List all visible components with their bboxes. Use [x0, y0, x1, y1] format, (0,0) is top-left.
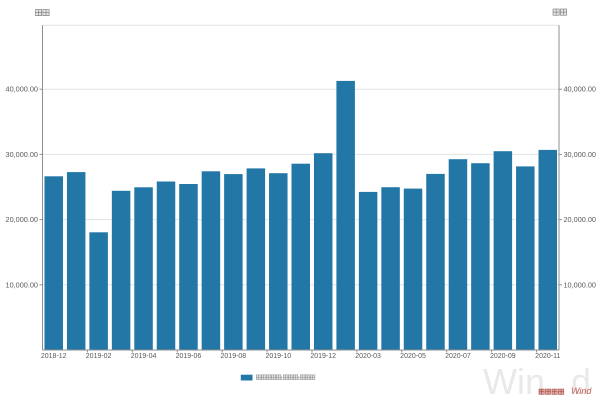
svg-text:2018-12: 2018-12: [41, 353, 67, 360]
svg-text:2020-11: 2020-11: [535, 353, 560, 360]
svg-text:Win: Win: [483, 361, 545, 400]
svg-text:2019-08: 2019-08: [221, 353, 247, 360]
svg-text:10,000.00: 10,000.00: [564, 280, 596, 289]
svg-text:Wind: Wind: [571, 386, 592, 396]
svg-text:40,000.00: 40,000.00: [6, 85, 38, 94]
svg-text:2019-02: 2019-02: [86, 353, 112, 360]
svg-text:40,000.00: 40,000.00: [564, 85, 596, 94]
svg-text:2019-04: 2019-04: [131, 353, 157, 360]
svg-text:2020-03: 2020-03: [355, 353, 381, 360]
svg-text:20,000.00: 20,000.00: [6, 215, 38, 224]
svg-text:30,000.00: 30,000.00: [6, 150, 38, 159]
svg-text:2019-12: 2019-12: [310, 353, 336, 360]
svg-text:2020-07: 2020-07: [445, 353, 471, 360]
svg-text:2020-05: 2020-05: [400, 353, 426, 360]
svg-text:d: d: [571, 361, 591, 400]
svg-text:20,000.00: 20,000.00: [564, 215, 596, 224]
svg-text:2019-06: 2019-06: [176, 353, 202, 360]
svg-text:10,000.00: 10,000.00: [6, 280, 38, 289]
svg-text:2019-10: 2019-10: [265, 353, 291, 360]
svg-text:2020-09: 2020-09: [490, 353, 516, 360]
svg-text:30,000.00: 30,000.00: [564, 150, 596, 159]
